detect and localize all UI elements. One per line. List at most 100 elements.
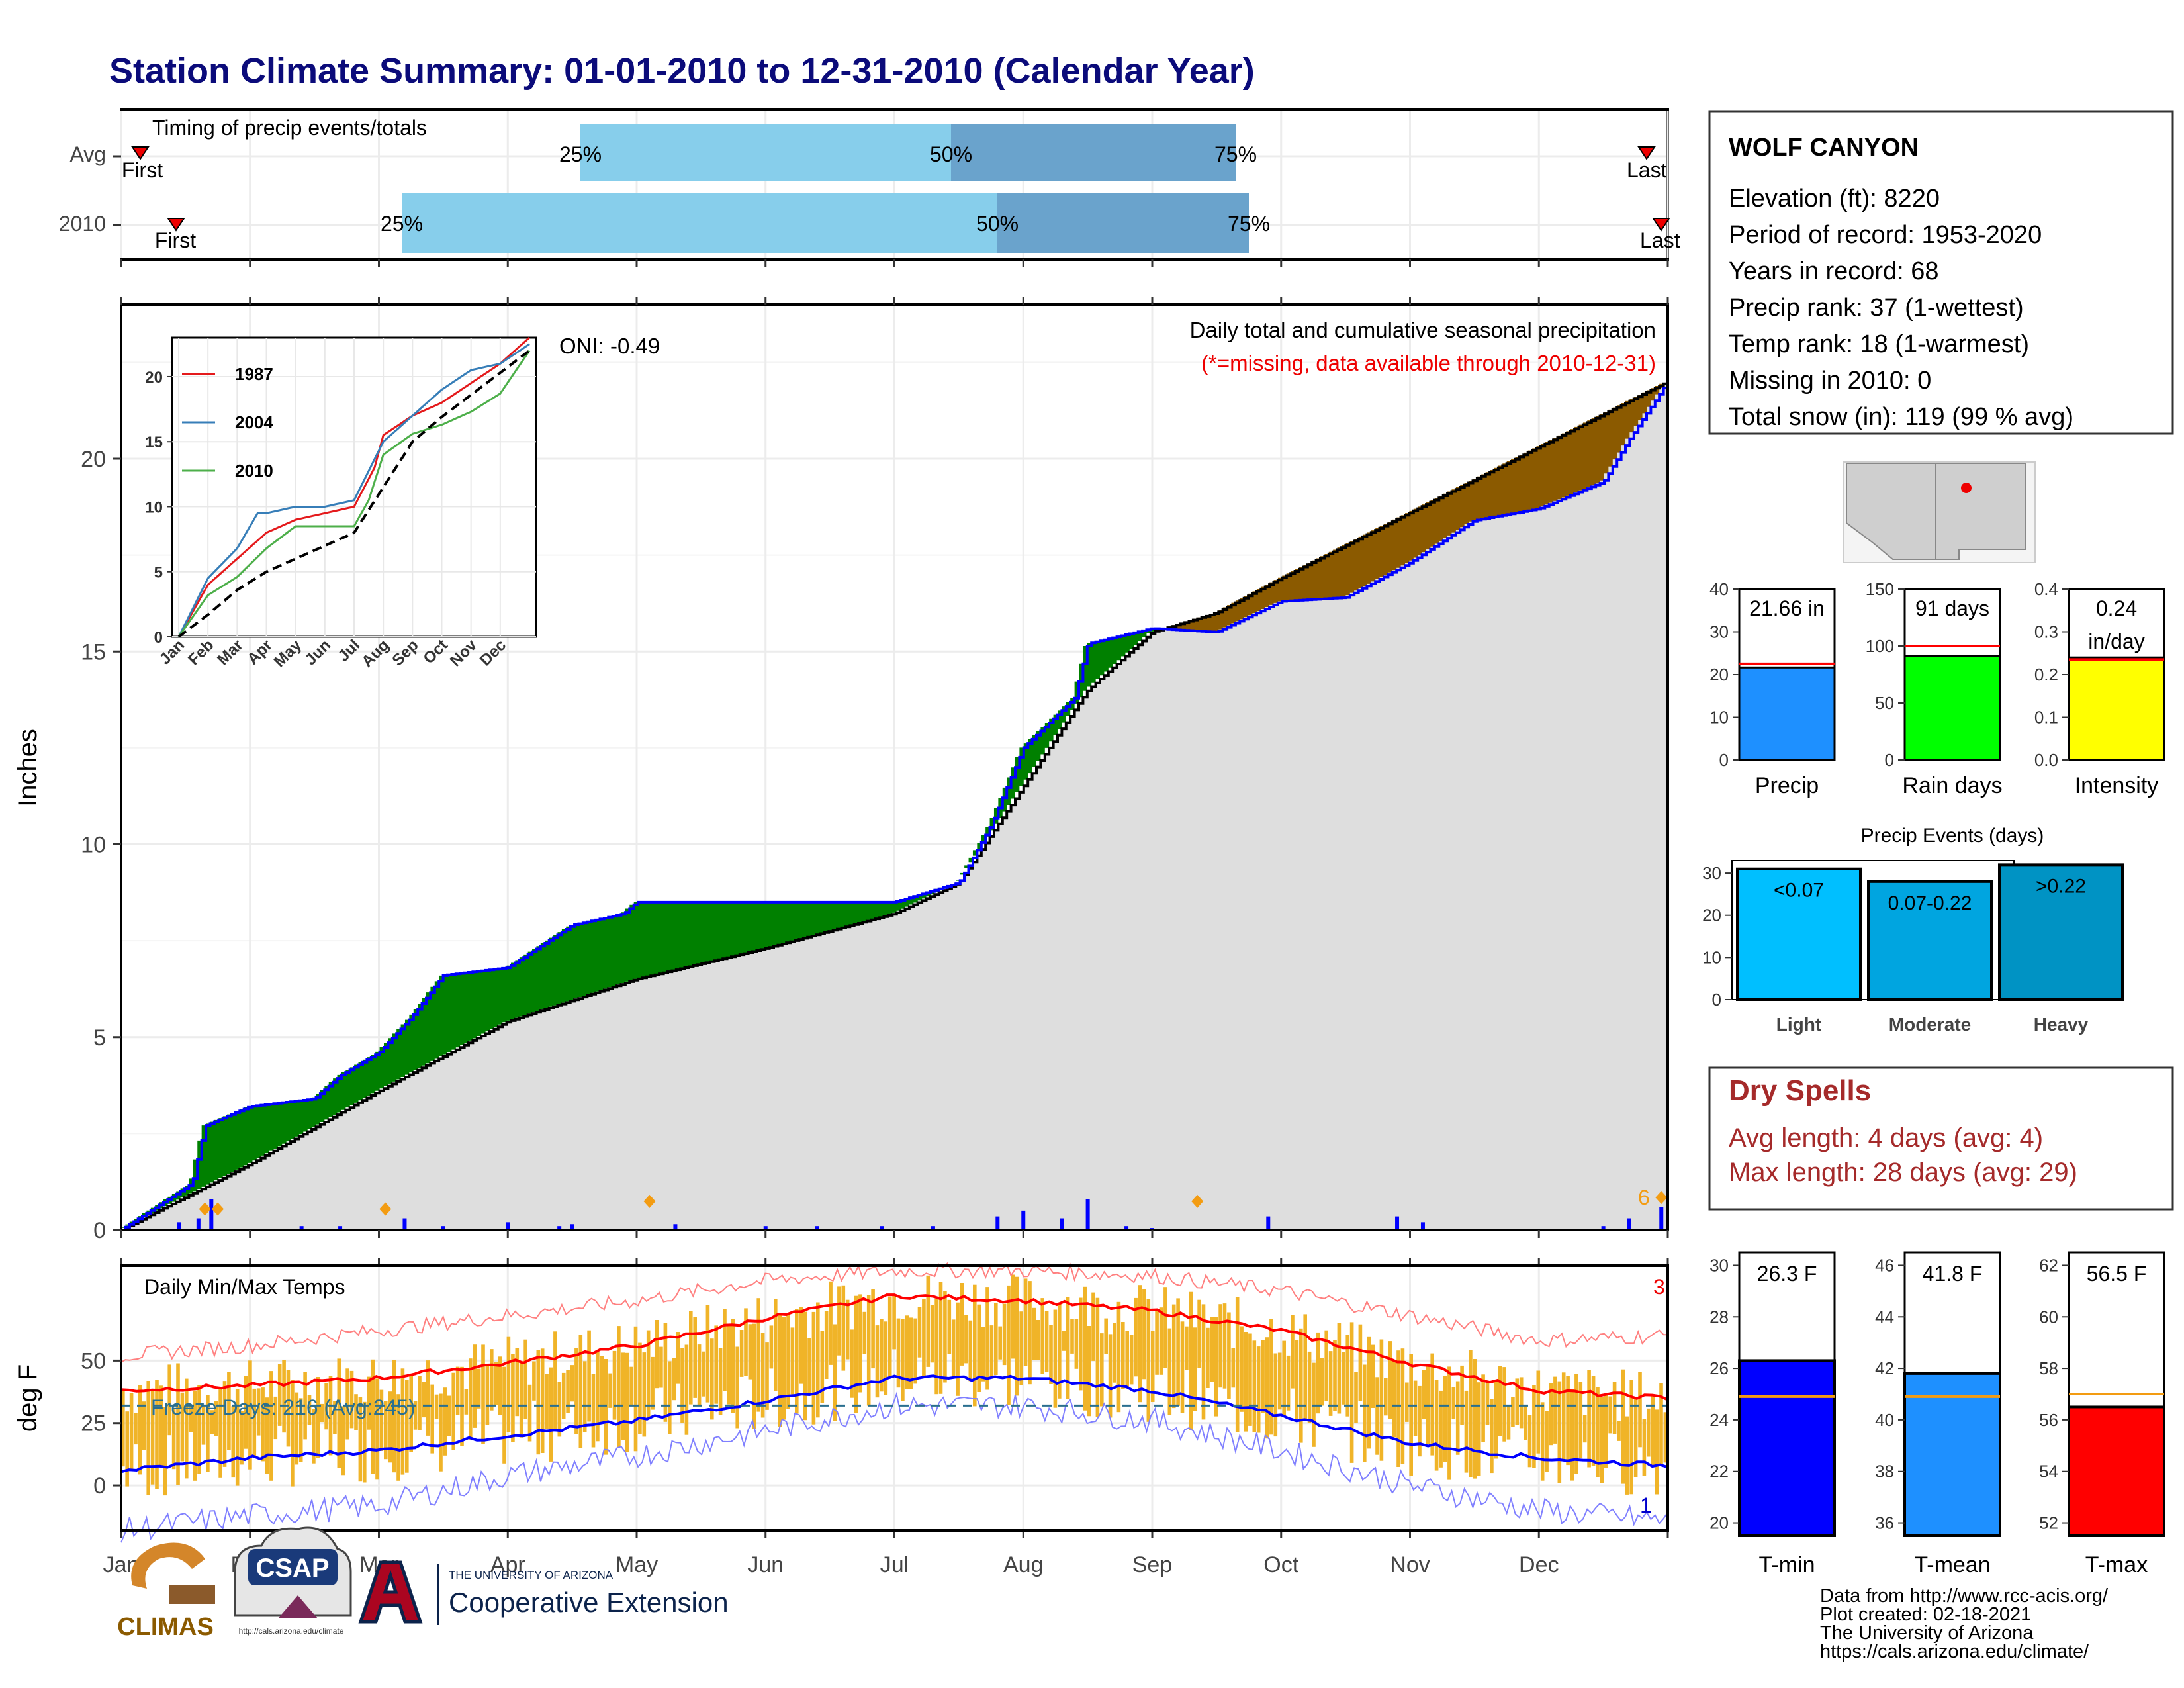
daily-temp-bar [125, 1411, 129, 1487]
temp-summary-y-tick-label: 30 [1709, 1255, 1729, 1275]
daily-temp-bar [1108, 1334, 1113, 1418]
temp-summary-label: T-max [2085, 1552, 2148, 1577]
daily-temp-bar [273, 1396, 278, 1440]
daily-temp-bar [1506, 1406, 1511, 1440]
temp-summary-y-tick-label: 60 [2039, 1307, 2058, 1327]
daily-temp-bar [570, 1365, 574, 1402]
daily-temp-bar [625, 1352, 629, 1452]
daily-temp-bar [689, 1311, 693, 1405]
daily-temp-bar [841, 1285, 846, 1371]
summary-value-unit: in/day [2088, 630, 2144, 653]
daily-temp-bar [1333, 1340, 1337, 1411]
daily-temp-bar [261, 1387, 265, 1462]
events-bar [1736, 867, 1862, 1002]
summary-y-tick-label: 100 [1866, 636, 1894, 656]
logos: CLIMAS CSAP http://cals.arizona.edu/clim… [117, 1526, 729, 1641]
daily-temp-bar [167, 1364, 171, 1436]
daily-temp-bar [1396, 1350, 1400, 1467]
summary-label: Intensity [2075, 773, 2159, 798]
daily-temp-bar [349, 1370, 354, 1429]
events-y-tick-label: 30 [1702, 863, 1721, 883]
daily-temp-bar [430, 1384, 434, 1454]
daily-temp-bar [727, 1324, 731, 1405]
daily-temp-bar [989, 1325, 994, 1379]
daily-temp-bar [1256, 1346, 1261, 1433]
daily-temp-bar [1434, 1380, 1439, 1471]
month-label: Dec [1519, 1552, 1559, 1577]
precip-events-chart: Precip Events (days) 0 10 20 30 <0.07 Light 0.… [1702, 825, 2124, 1035]
timing-avg-25-50-bar [580, 124, 951, 181]
csap-logo: CSAP http://cals.arizona.edu/climate [234, 1526, 352, 1636]
daily-temp-bar [926, 1275, 931, 1367]
station-line: Precip rank: 37 (1-wettest) [1729, 294, 2024, 322]
daily-temp-bar [638, 1342, 642, 1434]
daily-temp-bar [596, 1352, 600, 1442]
summary-y-tick-label: 0.0 [2034, 750, 2058, 770]
daily-temp-bar [1214, 1317, 1218, 1417]
month-label: Sep [1132, 1552, 1173, 1577]
daily-temp-bar [1536, 1370, 1541, 1454]
daily-temp-bar [1358, 1324, 1363, 1401]
daily-temp-bar [142, 1401, 146, 1450]
daily-temp-bar [977, 1304, 981, 1392]
station-lines: Elevation (ft): 8220 Period of record: 19… [1729, 185, 2073, 431]
temp-summary-y-tick-label: 36 [1875, 1513, 1894, 1533]
daily-temp-bar [396, 1394, 400, 1481]
daily-temp-bar [735, 1346, 739, 1429]
daily-temp-bar [1032, 1307, 1036, 1360]
daily-temp-bar [1422, 1370, 1426, 1419]
daily-temp-bar [189, 1405, 193, 1432]
climas-swirl-shape [131, 1542, 205, 1589]
daily-temp-bar [803, 1311, 807, 1421]
daily-temp-bar [960, 1283, 964, 1366]
daily-temp-bar [240, 1411, 244, 1465]
timing-2010-25: 25% [381, 212, 423, 236]
daily-temp-bar [1159, 1307, 1163, 1375]
daily-temp-bar [1604, 1395, 1608, 1468]
daily-temp-bar [1044, 1311, 1049, 1372]
daily-precip-bar [815, 1226, 819, 1230]
events-category-label: Heavy [2034, 1014, 2089, 1035]
inset-y-ticks: 0 5 10 15 20 [145, 369, 172, 647]
daily-temp-bar [150, 1389, 155, 1485]
daily-temp-bar [811, 1311, 816, 1425]
daily-temp-bar [1591, 1376, 1596, 1466]
daily-temp-bar [506, 1336, 511, 1432]
daily-temp-bar [358, 1397, 363, 1482]
daily-temp-bar [532, 1361, 536, 1401]
daily-temp-bar [481, 1344, 485, 1444]
daily-precip-bar [1601, 1226, 1606, 1230]
daily-temp-bar [901, 1319, 905, 1401]
daily-temp-bar [778, 1313, 782, 1427]
daily-temp-bar [1430, 1353, 1434, 1456]
temp-y-label: deg F [13, 1364, 42, 1432]
daily-temp-bar [451, 1372, 455, 1450]
summary-value: 21.66 in [1749, 596, 1825, 620]
daily-temp-bar [1515, 1378, 1520, 1425]
daily-temp-bar [1125, 1331, 1129, 1389]
daily-temp-bar [1011, 1274, 1015, 1359]
daily-temp-bar [1189, 1291, 1193, 1430]
daily-temp-bar [1261, 1340, 1265, 1413]
daily-temp-bar [880, 1319, 884, 1392]
daily-temp-bar [277, 1364, 282, 1426]
daily-temp-bar [1206, 1327, 1210, 1388]
daily-temp-bar [405, 1380, 409, 1473]
daily-temp-bar [1171, 1304, 1176, 1409]
timing-panel: Timing of precip events/totals Avg 2010 … [59, 108, 1680, 267]
max-record-count: 3 [1653, 1275, 1665, 1299]
dry-avg: Avg length: 4 days (avg: 4) [1729, 1123, 2043, 1152]
summary-y-tick-label: 0 [1719, 750, 1729, 770]
summary-bar-panel: 0.0 0.1 0.2 0.3 0.4 0.24 in/day Intensity [2034, 579, 2165, 798]
daily-temp-bar [752, 1323, 756, 1429]
daily-temp-bar [354, 1394, 358, 1430]
daily-temp-bar [1095, 1297, 1100, 1417]
temp-summary-value: 41.8 F [1923, 1262, 1983, 1286]
daily-temp-bar [1647, 1408, 1651, 1457]
temp-summary-y-tick-label: 28 [1709, 1307, 1729, 1327]
precip-y-tick-label: 5 [93, 1025, 106, 1051]
daily-precip-bar [570, 1224, 574, 1230]
daily-temp-bar [286, 1370, 291, 1447]
daily-temp-bar [303, 1372, 307, 1440]
